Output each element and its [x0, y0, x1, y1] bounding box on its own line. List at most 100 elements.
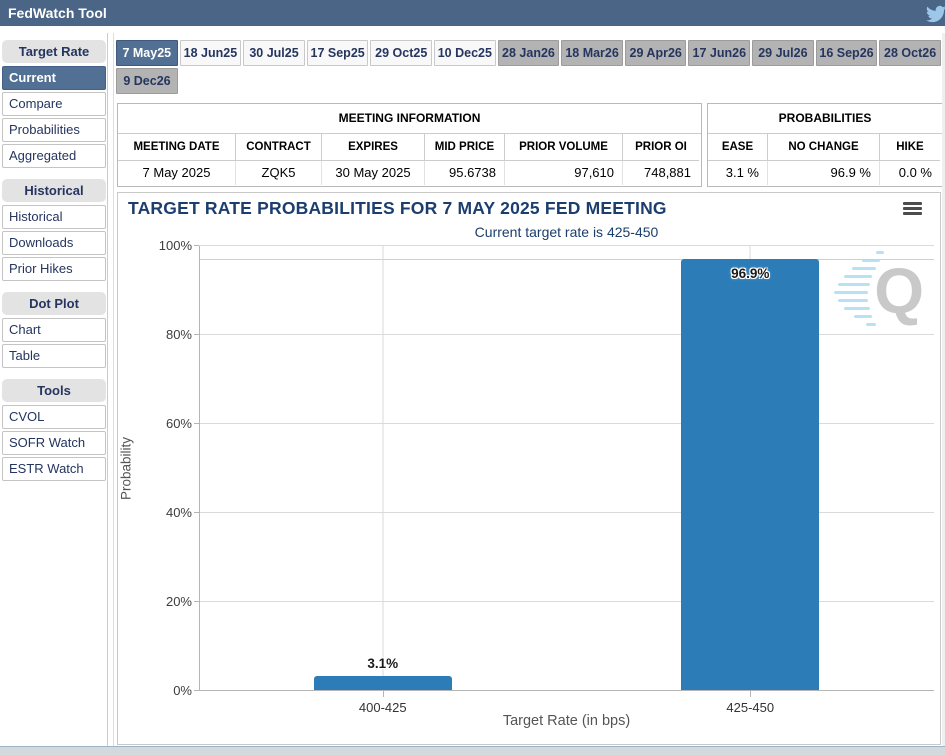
gridline-60	[199, 423, 934, 424]
max-probability-plotline	[199, 258, 934, 260]
sidebar-item-compare[interactable]: Compare	[2, 92, 106, 116]
value-contract: ZQK5	[236, 161, 322, 185]
y-tick-20: 20%	[165, 594, 192, 609]
category-label-400-425: 400-425	[358, 700, 407, 715]
bottom-edge-strip[interactable]	[0, 746, 945, 755]
gridline-20	[199, 601, 934, 602]
column-header-meeting-date: MEETING DATE	[118, 134, 236, 161]
probabilities-header-row: EASE NO CHANGE HIKE	[708, 134, 942, 161]
column-header-mid-price: MID PRICE	[425, 134, 505, 161]
tab-30-jul25[interactable]: 30 Jul25	[243, 40, 305, 66]
sidebar-item-probabilities[interactable]: Probabilities	[2, 118, 106, 142]
sidebar-item-cvol[interactable]: CVOL	[2, 405, 106, 429]
app-header: FedWatch Tool	[0, 0, 945, 26]
tab-29-oct25[interactable]: 29 Oct25	[370, 40, 433, 66]
probabilities-value-row: 3.1 % 96.9 % 0.0 %	[708, 161, 942, 185]
tab-18-jun25[interactable]: 18 Jun25	[179, 40, 242, 66]
plot-area: 0% 20% 40% 60% 80% 100% 3.1% 96.9% 400-4…	[159, 238, 934, 715]
bar-400-425[interactable]	[313, 676, 452, 690]
sidebar-item-sofr-watch[interactable]: SOFR Watch	[2, 431, 106, 455]
sidebar: Target Rate Current Compare Probabilitie…	[2, 40, 106, 492]
sidebar-header-historical: Historical	[2, 179, 106, 202]
category-gridline	[382, 246, 384, 691]
bar-value-label: 96.9%	[731, 265, 770, 281]
column-header-prior-volume: PRIOR VOLUME	[505, 134, 623, 161]
twitter-icon[interactable]	[924, 4, 945, 24]
sidebar-item-estr-watch[interactable]: ESTR Watch	[2, 457, 106, 481]
meeting-tabs-row-2: 9 Dec26	[116, 68, 178, 94]
x-axis-line	[199, 690, 934, 691]
value-ease: 3.1 %	[708, 161, 768, 185]
value-meeting-date: 7 May 2025	[118, 161, 236, 185]
sidebar-section-tools: Tools CVOL SOFR Watch ESTR Watch	[2, 379, 106, 481]
meeting-information-panel: MEETING INFORMATION MEETING DATE CONTRAC…	[117, 103, 702, 187]
value-prior-oi: 748,881	[644, 165, 691, 180]
sidebar-item-table[interactable]: Table	[2, 344, 106, 368]
chart-title: TARGET RATE PROBABILITIES FOR 7 MAY 2025…	[128, 198, 667, 218]
meeting-information-value-row: 7 May 2025 ZQK5 30 May 2025 95.6738 97,6…	[118, 161, 701, 185]
sidebar-item-historical[interactable]: Historical	[2, 205, 106, 229]
category-label-425-450: 425-450	[726, 700, 775, 715]
tab-16-sep26[interactable]: 16 Sep26	[815, 40, 878, 66]
value-expires: 30 May 2025	[322, 161, 425, 185]
chart-panel: TARGET RATE PROBABILITIES FOR 7 MAY 2025…	[117, 192, 941, 745]
tab-17-sep25[interactable]: 17 Sep25	[306, 40, 369, 66]
chart-menu-icon[interactable]	[903, 202, 922, 217]
right-edge-strip	[942, 33, 945, 746]
sidebar-item-chart[interactable]: Chart	[2, 318, 106, 342]
y-axis-title: Probability	[118, 436, 134, 501]
sidebar-item-aggregated[interactable]: Aggregated	[2, 144, 106, 168]
app-title: FedWatch Tool	[8, 5, 107, 21]
value-prior-volume: 97,610	[505, 161, 623, 185]
sidebar-item-downloads[interactable]: Downloads	[2, 231, 106, 255]
y-tick-100: 100%	[158, 238, 192, 253]
sidebar-item-current[interactable]: Current	[2, 66, 106, 90]
column-header-hike: HIKE	[880, 134, 940, 161]
sidebar-item-prior-hikes[interactable]: Prior Hikes	[2, 257, 106, 281]
y-tick-40: 40%	[165, 505, 192, 520]
sidebar-divider	[107, 33, 108, 754]
sidebar-section-dot-plot: Dot Plot Chart Table	[2, 292, 106, 368]
chart-subtitle: Current target rate is 425-450	[474, 224, 659, 240]
y-axis-line	[199, 246, 200, 691]
meeting-tabs-row-1: 7 May25 18 Jun25 30 Jul25 17 Sep25 29 Oc…	[116, 40, 941, 66]
gridline-80	[199, 334, 934, 335]
tab-7-may25[interactable]: 7 May25	[116, 40, 178, 66]
bar-425-450[interactable]	[681, 258, 820, 690]
tab-17-jun26[interactable]: 17 Jun26	[688, 40, 751, 66]
y-tick-60: 60%	[165, 416, 192, 431]
meeting-information-header-row: MEETING DATE CONTRACT EXPIRES MID PRICE …	[118, 134, 701, 161]
x-tick-mark	[382, 691, 384, 697]
value-hike: 0.0 %	[898, 165, 932, 180]
gridline-100	[199, 245, 934, 246]
y-tick-80: 80%	[165, 327, 192, 342]
column-header-prior-oi: PRIOR OI	[623, 134, 699, 161]
value-mid-price: 95.6738	[425, 161, 505, 185]
tab-18-mar26[interactable]: 18 Mar26	[561, 40, 623, 66]
bar-value-label: 3.1%	[367, 656, 399, 672]
probabilities-title: PROBABILITIES	[708, 104, 942, 134]
tab-28-jan26[interactable]: 28 Jan26	[497, 40, 560, 66]
tab-29-jul26[interactable]: 29 Jul26	[752, 40, 814, 66]
main-panel-border	[113, 33, 114, 754]
tab-29-apr26[interactable]: 29 Apr26	[624, 40, 687, 66]
y-tick-0: 0%	[173, 683, 192, 698]
column-header-expires: EXPIRES	[322, 134, 425, 161]
gridline-40	[199, 512, 934, 513]
sidebar-header-target-rate: Target Rate	[2, 40, 106, 63]
tab-10-dec25[interactable]: 10 Dec25	[434, 40, 496, 66]
probabilities-panel: PROBABILITIES EASE NO CHANGE HIKE 3.1 % …	[707, 103, 943, 187]
sidebar-section-target-rate: Target Rate Current Compare Probabilitie…	[2, 40, 106, 168]
column-header-ease: EASE	[708, 134, 768, 161]
value-no-change: 96.9 %	[768, 161, 880, 185]
sidebar-section-historical: Historical Historical Downloads Prior Hi…	[2, 179, 106, 281]
sidebar-header-dot-plot: Dot Plot	[2, 292, 106, 315]
column-header-no-change: NO CHANGE	[768, 134, 880, 161]
x-axis-title: Target Rate (in bps)	[502, 713, 631, 729]
x-tick-mark	[750, 691, 752, 697]
sidebar-header-tools: Tools	[2, 379, 106, 402]
tab-9-dec26[interactable]: 9 Dec26	[116, 68, 178, 94]
tab-28-oct26[interactable]: 28 Oct26	[879, 40, 941, 66]
column-header-contract: CONTRACT	[236, 134, 322, 161]
meeting-information-title: MEETING INFORMATION	[118, 104, 701, 134]
